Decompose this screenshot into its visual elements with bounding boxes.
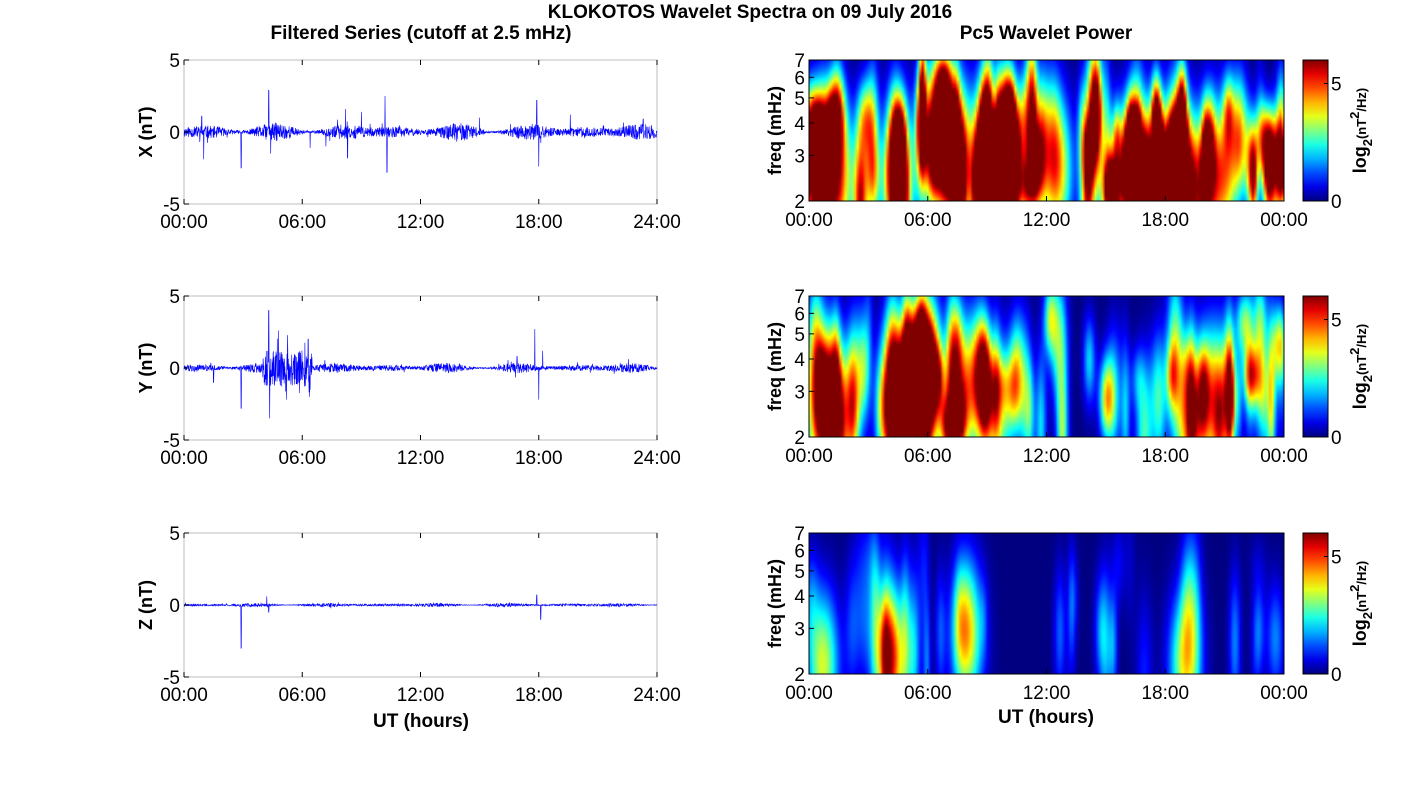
x-tick-label: 18:00: [515, 212, 563, 233]
left-x-axis-label: UT (hours): [373, 711, 469, 732]
y-tick-label: 7: [794, 51, 805, 72]
y-tick-label: 6: [794, 304, 805, 325]
x-tick-label: 18:00: [515, 685, 563, 706]
y-tick-label: 7: [794, 524, 805, 545]
x-tick-label: 06:00: [904, 210, 952, 231]
colorbar-tick-label: 5: [1331, 75, 1342, 96]
y-axis-label: Y (nT): [136, 343, 156, 394]
colorbar-label: log2(nT2/Hz): [1347, 324, 1375, 410]
right-x-axis-label: UT (hours): [998, 707, 1094, 728]
y-axis-label: freq (mHz): [765, 559, 785, 648]
timeseries-panel-y: 00:00 06:00 12:00 18:00 24:00 5 0 -5 Y (nT): [136, 287, 681, 469]
x-tick-label: 06:00: [904, 446, 952, 467]
colorbar-tick-label: 5: [1331, 548, 1342, 569]
y-tick-label: -5: [163, 431, 180, 452]
wavelet-power-map: [809, 296, 1284, 437]
x-tick-label: 24:00: [633, 212, 681, 233]
wavelet-power-map: [809, 60, 1284, 201]
x-tick-label: 00:00: [160, 212, 208, 233]
colorbar: [1302, 532, 1329, 675]
x-tick-label: 00:00: [160, 685, 208, 706]
x-tick-label: 00:00: [160, 448, 208, 469]
series-line-y: [183, 310, 658, 419]
x-tick-label: 00:00: [1260, 446, 1308, 467]
x-tick-label: 18:00: [1141, 446, 1189, 467]
y-tick-label: 5: [169, 524, 180, 545]
y-tick-label: 5: [169, 287, 180, 308]
colorbar-tick-label: 0: [1331, 428, 1342, 449]
series-line-z: [183, 594, 658, 649]
y-tick-label: 5: [794, 325, 805, 346]
colorbar: [1302, 59, 1329, 202]
filtered-series-title: Filtered Series (cutoff at 2.5 mHz): [271, 23, 572, 44]
y-axis-label: freq (mHz): [765, 86, 785, 175]
timeseries-panel-x: 00:00 06:00 12:00 18:00 24:00 5 0 -5 X (nT): [136, 51, 681, 233]
y-tick-label: 0: [169, 123, 180, 144]
y-tick-label: -5: [163, 668, 180, 689]
colorbar-label: log2(nT2/Hz): [1347, 561, 1375, 647]
x-tick-label: 06:00: [904, 683, 952, 704]
y-tick-label: 5: [794, 89, 805, 110]
y-axis-label: freq (mHz): [765, 322, 785, 411]
y-tick-label: 4: [794, 587, 805, 608]
y-tick-label: 3: [794, 382, 805, 403]
wavelet-power-map: [809, 533, 1284, 674]
x-tick-label: 12:00: [1023, 683, 1071, 704]
x-tick-label: 00:00: [785, 210, 833, 231]
x-tick-label: 06:00: [278, 685, 326, 706]
x-tick-label: 12:00: [397, 212, 445, 233]
x-tick-label: 00:00: [785, 446, 833, 467]
y-tick-label: 6: [794, 68, 805, 89]
x-tick-label: 18:00: [1141, 683, 1189, 704]
colorbar-tick-label: 0: [1331, 192, 1342, 213]
y-tick-label: 0: [169, 596, 180, 617]
y-tick-label: -5: [163, 195, 180, 216]
x-tick-label: 18:00: [515, 448, 563, 469]
y-tick-label: 2: [794, 192, 805, 213]
x-tick-label: 24:00: [633, 685, 681, 706]
x-tick-label: 18:00: [1141, 210, 1189, 231]
colorbar-label: log2(nT2/Hz): [1347, 88, 1375, 174]
x-tick-label: 12:00: [397, 685, 445, 706]
y-tick-label: 5: [169, 51, 180, 72]
y-tick-label: 3: [794, 146, 805, 167]
colorbar-tick-label: 5: [1331, 311, 1342, 332]
y-tick-label: 4: [794, 350, 805, 371]
y-tick-label: 6: [794, 541, 805, 562]
colorbar: [1302, 295, 1329, 438]
timeseries-panel-z: 00:00 06:00 12:00 18:00 24:00 5 0 -5 Z (nT): [136, 524, 681, 706]
wavelet-power-title: Pc5 Wavelet Power: [960, 23, 1133, 44]
y-tick-label: 4: [794, 114, 805, 135]
y-tick-label: 2: [794, 665, 805, 686]
x-tick-label: 00:00: [1260, 683, 1308, 704]
colorbar-tick-label: 0: [1331, 665, 1342, 686]
y-tick-label: 2: [794, 428, 805, 449]
y-tick-label: 0: [169, 359, 180, 380]
y-tick-label: 5: [794, 562, 805, 583]
x-tick-label: 12:00: [1023, 210, 1071, 231]
y-tick-label: 3: [794, 619, 805, 640]
x-tick-label: 00:00: [1260, 210, 1308, 231]
y-tick-label: 7: [794, 287, 805, 308]
x-tick-label: 24:00: [633, 448, 681, 469]
y-axis-label: Z (nT): [136, 580, 156, 630]
x-tick-label: 06:00: [278, 448, 326, 469]
x-tick-label: 12:00: [397, 448, 445, 469]
x-tick-label: 00:00: [785, 683, 833, 704]
figure-title: KLOKOTOS Wavelet Spectra on 09 July 2016: [548, 2, 952, 23]
series-line-x: [183, 89, 658, 173]
y-axis-label: X (nT): [136, 107, 156, 158]
x-tick-label: 12:00: [1023, 446, 1071, 467]
x-tick-label: 06:00: [278, 212, 326, 233]
